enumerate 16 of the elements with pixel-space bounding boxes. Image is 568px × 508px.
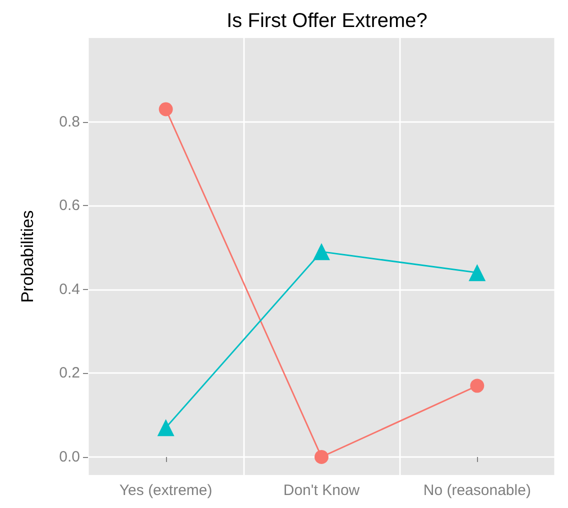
y-tick-label: 0.8 <box>59 113 80 130</box>
y-tick-label: 0.4 <box>59 280 80 298</box>
point <box>470 378 484 393</box>
point <box>313 243 330 260</box>
x-tick-label: Don't Know <box>283 482 360 499</box>
y-tick-label: 0.2 <box>59 364 80 382</box>
point <box>158 102 173 116</box>
x-tick-label: Yes (extreme) <box>119 482 212 499</box>
x-tick-label: No (reasonable) <box>423 482 531 499</box>
y-tick-label: 0.0 <box>59 448 80 466</box>
point <box>468 264 486 282</box>
point <box>157 419 174 436</box>
y-axis-title: Probabilities <box>18 210 37 303</box>
point <box>314 450 328 464</box>
chart-title: Is First Offer Extreme? <box>226 10 428 32</box>
y-tick-label: 0.6 <box>59 197 80 214</box>
